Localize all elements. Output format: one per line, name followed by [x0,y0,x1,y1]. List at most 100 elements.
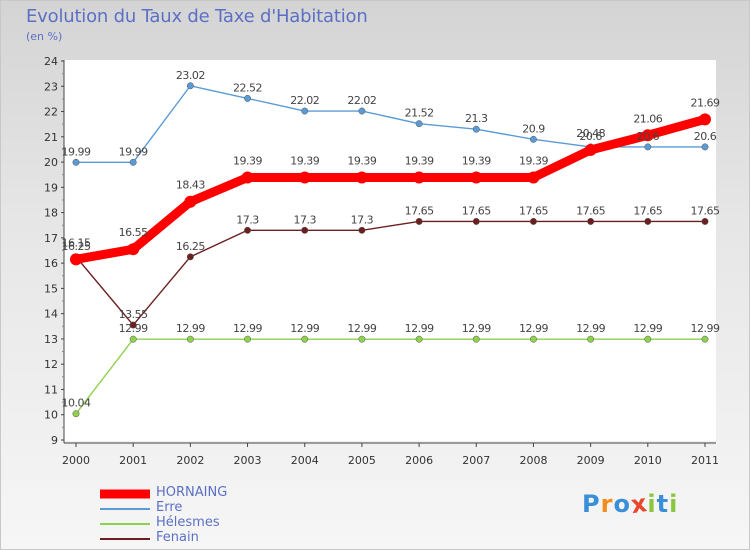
logo-letter: r [600,490,614,518]
data-point-hornaing [184,195,197,208]
data-label-helesmes: 12.99 [290,322,319,335]
data-label-fenain: 16.25 [62,240,91,253]
data-label-erre: 23.02 [176,69,205,82]
y-tick-label: 21 [44,131,58,144]
data-point-fenain [644,217,652,225]
logo-letter: o [613,490,631,518]
data-label-hornaing: 19.39 [347,154,376,167]
data-label-helesmes: 12.99 [462,322,491,335]
data-point-erre [415,120,423,128]
data-point-hornaing [241,171,254,184]
data-label-fenain: 17.65 [691,204,720,217]
data-label-erre: 21.52 [405,107,434,120]
legend-item-erre: Erre [100,500,320,516]
data-label-fenain: 17.65 [462,204,491,217]
x-tick-label: 2001 [119,454,147,467]
series-layer [70,82,711,418]
x-tick-label: 2002 [176,454,204,467]
data-point-hornaing [470,171,483,184]
data-point-hornaing [355,171,368,184]
data-label-hornaing: 19.39 [462,154,491,167]
legend-label-hornaing: HORNAING [156,485,228,500]
data-label-helesmes: 12.99 [691,322,720,335]
data-point-helesmes [472,335,480,343]
data-label-hornaing: 19.39 [519,154,548,167]
x-tick-label: 2003 [234,454,262,467]
data-point-helesmes [701,335,709,343]
data-label-erre: 20.6 [694,130,717,143]
y-tick-label: 9 [51,434,58,447]
data-point-erre [358,107,366,115]
legend-swatch-fenain [100,537,150,540]
data-label-helesmes: 12.99 [176,322,205,335]
data-label-helesmes: 12.99 [576,322,605,335]
data-label-hornaing: 20.48 [576,127,605,140]
chart-axes: 9 10 11 12 13 14 15 16 17 18 19 20 21 22 23 24 2000 2001 2… [44,55,719,467]
legend-item-helesmes: Hélesmes [100,515,320,531]
data-point-fenain [415,217,423,225]
data-label-fenain: 17.3 [293,213,316,226]
data-point-hornaing [298,171,311,184]
data-point-helesmes [301,335,309,343]
data-label-hornaing: 21.69 [691,96,720,109]
legend-item-hornaing: HORNAING [100,485,320,501]
y-tick-label: 19 [44,181,58,194]
data-point-fenain [587,217,595,225]
legend-label-erre: Erre [156,500,183,515]
data-point-erre [644,143,652,151]
data-label-erre: 21.3 [465,112,488,125]
data-label-erre: 19.99 [119,145,148,158]
data-label-fenain: 17.65 [633,204,662,217]
data-label-fenain: 17.65 [405,204,434,217]
data-point-erre [530,135,537,143]
data-point-fenain [186,253,194,261]
x-tick-label: 2010 [634,454,662,467]
data-label-erre: 22.52 [233,81,262,94]
y-tick-label: 14 [44,308,58,321]
data-point-fenain [301,226,309,234]
data-label-fenain: 16.25 [176,240,205,253]
data-point-fenain [701,217,709,225]
y-tick-label: 18 [44,207,58,220]
data-point-erre [472,125,480,133]
x-tick-label: 2011 [691,454,719,467]
y-tick-label: 24 [44,55,58,68]
data-label-fenain: 17.65 [519,204,548,217]
data-point-helesmes [129,335,137,343]
data-point-helesmes [530,335,537,343]
data-label-hornaing: 19.39 [290,154,319,167]
data-label-helesmes: 12.99 [119,322,148,335]
proxiti-logo: Proxiti [582,489,679,519]
data-label-layer: 16.15 16.55 18.43 19.39 19.39 19.39 19.39 19.39… [62,69,721,410]
legend: HORNAING Erre Hélesmes Fenain [100,485,320,546]
data-point-helesmes [72,410,80,418]
data-label-hornaing: 19.39 [233,154,262,167]
data-point-fenain [530,217,537,225]
y-tick-label: 11 [44,383,58,396]
x-tick-label: 2000 [62,454,90,467]
logo-letter: i [669,490,679,518]
data-label-fenain: 17.3 [236,213,259,226]
data-point-erre [186,82,194,90]
data-point-erre [701,143,709,151]
plot-area [64,60,716,441]
x-tick-label: 2007 [462,454,490,467]
chart-title: Evolution du Taux de Taxe d'Habitation [26,6,368,27]
data-label-fenain: 17.65 [576,204,605,217]
y-tick-label: 12 [44,358,58,371]
data-label-hornaing: 18.43 [176,179,205,192]
data-label-helesmes: 12.99 [405,322,434,335]
data-point-helesmes [244,335,251,343]
y-tick-label: 16 [44,257,58,270]
data-label-hornaing: 21.06 [633,112,662,125]
data-label-fenain: 13.55 [119,308,148,321]
data-point-erre [244,94,251,102]
x-tick-label: 2006 [405,454,433,467]
data-label-helesmes: 12.99 [347,322,376,335]
data-point-fenain [358,226,366,234]
y-tick-label: 15 [44,282,58,295]
x-tick-label: 2009 [577,454,605,467]
data-label-erre: 20.6 [579,130,602,143]
data-label-erre: 20.6 [637,130,660,143]
